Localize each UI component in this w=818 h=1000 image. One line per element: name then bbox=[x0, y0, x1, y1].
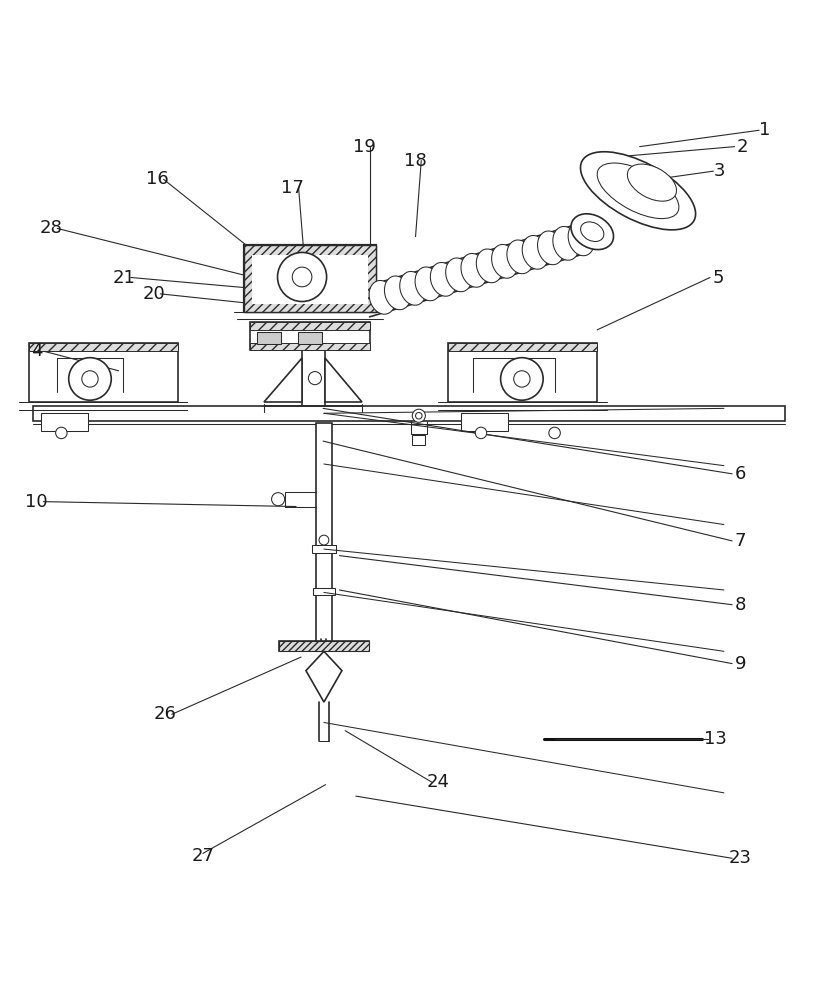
Bar bbox=[279, 641, 369, 651]
Bar bbox=[250, 322, 370, 350]
Circle shape bbox=[319, 535, 329, 545]
Bar bbox=[448, 343, 597, 351]
Text: 28: 28 bbox=[39, 219, 62, 237]
Text: 8: 8 bbox=[735, 596, 746, 614]
Bar bbox=[41, 413, 88, 431]
Circle shape bbox=[412, 409, 425, 422]
Polygon shape bbox=[325, 358, 362, 402]
Text: 5: 5 bbox=[712, 269, 724, 287]
Text: 2: 2 bbox=[736, 138, 748, 156]
Ellipse shape bbox=[369, 280, 395, 314]
Text: 21: 21 bbox=[113, 269, 136, 287]
Ellipse shape bbox=[430, 262, 456, 296]
Text: 4: 4 bbox=[31, 342, 43, 360]
Ellipse shape bbox=[581, 152, 695, 230]
Bar bbox=[313, 588, 335, 595]
Bar bbox=[257, 332, 281, 344]
Text: 20: 20 bbox=[142, 285, 165, 303]
Circle shape bbox=[56, 427, 67, 439]
Ellipse shape bbox=[461, 253, 488, 287]
Circle shape bbox=[292, 267, 312, 287]
Text: 7: 7 bbox=[735, 532, 746, 550]
Ellipse shape bbox=[384, 276, 411, 310]
Text: 10: 10 bbox=[25, 493, 48, 511]
Ellipse shape bbox=[537, 231, 564, 265]
Circle shape bbox=[514, 371, 530, 387]
Ellipse shape bbox=[571, 214, 614, 250]
Circle shape bbox=[475, 427, 487, 439]
Polygon shape bbox=[306, 651, 342, 702]
Text: 27: 27 bbox=[191, 847, 214, 865]
Bar bbox=[33, 406, 785, 421]
Text: 1: 1 bbox=[759, 121, 771, 139]
Bar bbox=[29, 343, 178, 351]
Circle shape bbox=[69, 358, 111, 400]
Bar bbox=[461, 413, 508, 431]
Circle shape bbox=[416, 412, 422, 419]
Bar bbox=[244, 245, 376, 312]
Ellipse shape bbox=[597, 163, 679, 219]
Text: 6: 6 bbox=[735, 465, 746, 483]
Ellipse shape bbox=[569, 222, 595, 256]
Ellipse shape bbox=[476, 249, 502, 283]
Ellipse shape bbox=[507, 240, 533, 274]
Text: 26: 26 bbox=[154, 705, 177, 723]
Text: 3: 3 bbox=[714, 162, 726, 180]
Text: 17: 17 bbox=[281, 179, 304, 197]
Bar bbox=[250, 343, 370, 350]
Bar bbox=[252, 255, 368, 304]
Bar bbox=[312, 545, 336, 553]
Circle shape bbox=[272, 493, 285, 506]
Circle shape bbox=[82, 371, 98, 387]
Bar bbox=[316, 423, 332, 643]
Ellipse shape bbox=[492, 244, 518, 278]
Text: 24: 24 bbox=[426, 773, 449, 791]
Bar bbox=[298, 332, 322, 344]
Bar bbox=[244, 245, 376, 312]
Text: 18: 18 bbox=[404, 152, 427, 170]
Text: 19: 19 bbox=[353, 138, 375, 156]
Ellipse shape bbox=[581, 222, 604, 242]
Ellipse shape bbox=[627, 164, 676, 201]
Text: 23: 23 bbox=[729, 849, 752, 867]
Ellipse shape bbox=[522, 235, 549, 269]
Ellipse shape bbox=[553, 226, 579, 260]
Circle shape bbox=[549, 427, 560, 439]
Text: 13: 13 bbox=[704, 730, 727, 748]
Circle shape bbox=[501, 358, 543, 400]
Text: 16: 16 bbox=[146, 170, 169, 188]
Bar bbox=[448, 343, 597, 402]
Circle shape bbox=[277, 252, 326, 302]
Circle shape bbox=[308, 372, 321, 385]
Bar bbox=[250, 322, 370, 330]
Text: 9: 9 bbox=[735, 655, 746, 673]
Polygon shape bbox=[264, 358, 302, 402]
Ellipse shape bbox=[415, 267, 442, 301]
Bar bbox=[279, 641, 369, 651]
Ellipse shape bbox=[446, 258, 472, 292]
Ellipse shape bbox=[400, 271, 426, 305]
Bar bbox=[29, 343, 178, 402]
Bar bbox=[412, 435, 425, 445]
